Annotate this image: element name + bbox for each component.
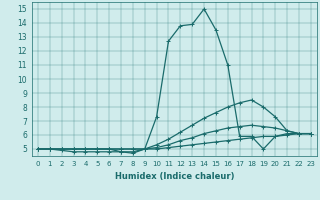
X-axis label: Humidex (Indice chaleur): Humidex (Indice chaleur) bbox=[115, 172, 234, 181]
